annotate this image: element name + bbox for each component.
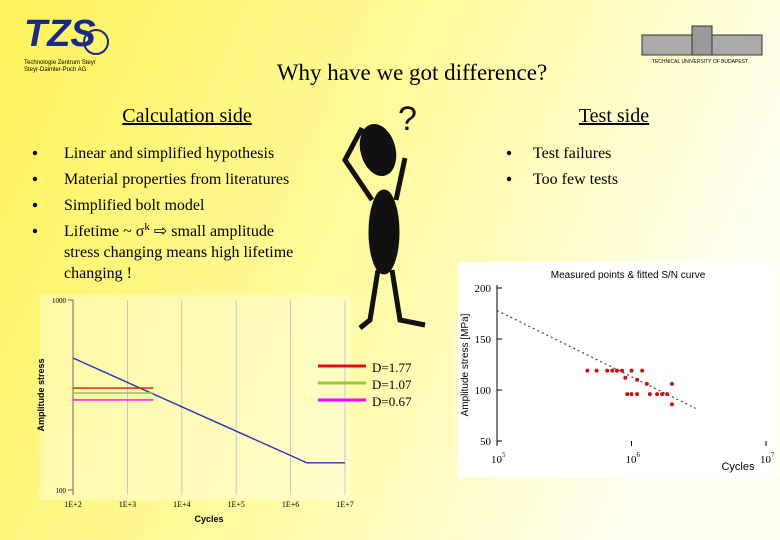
data-point xyxy=(614,368,619,373)
bullet-dot xyxy=(32,228,38,234)
bullet: Simplified bolt model xyxy=(64,197,205,214)
bullet: Lifetime ~ σk ⇨ small amplitude xyxy=(64,221,274,240)
data-point xyxy=(625,392,630,397)
bullet: Linear and simplified hypothesis xyxy=(64,145,274,162)
bullet-dot xyxy=(32,176,38,182)
axis-title: Amplitude stress [MPa] xyxy=(460,313,471,416)
y-tick-label: 1000 xyxy=(52,297,67,305)
data-point xyxy=(635,392,640,397)
x-tick-label: 1E+5 xyxy=(227,500,244,509)
text: Lifetime ~ σ xyxy=(64,223,145,240)
legend-label: D=1.77 xyxy=(372,360,412,375)
bullet: Too few tests xyxy=(533,171,618,188)
logo-wheel xyxy=(83,29,109,55)
left-bullets: Linear and simplified hypothesis Material… xyxy=(32,145,293,282)
data-point xyxy=(623,375,628,380)
left-chart: 1E+2 1E+3 1E+4 1E+5 1E+6 1E+7 100 1000 Cycles Amp… xyxy=(36,295,412,524)
data-point xyxy=(620,368,625,373)
data-point xyxy=(647,392,652,397)
bullet-cont: stress changing means high lifetime xyxy=(64,244,293,261)
bullet: Test failures xyxy=(533,145,611,162)
bullet-dot xyxy=(506,176,512,182)
axis-title: Cycles xyxy=(194,514,223,524)
legend-label: D=0.67 xyxy=(372,394,412,409)
chart-title: Measured points & fitted S/N curve xyxy=(551,270,706,281)
tower xyxy=(691,25,713,56)
x-tick-label: 105 xyxy=(491,451,506,466)
bullet-cont: changing ! xyxy=(64,265,132,282)
x-tick-label: 1E+6 xyxy=(282,500,299,509)
plot-area xyxy=(40,295,350,500)
y-tick-label: 100 xyxy=(475,385,492,397)
legend-label: D=1.07 xyxy=(372,377,412,392)
data-point xyxy=(669,402,674,407)
legs xyxy=(358,269,426,330)
text: 10 xyxy=(760,454,772,466)
data-point xyxy=(605,368,610,373)
x-tick-label: 106 xyxy=(626,451,641,466)
x-tick-label: 107 xyxy=(760,451,775,466)
data-point xyxy=(640,368,645,373)
data-point xyxy=(610,368,615,373)
logo-left: TZS Technologie Zentrum Steyr Steyr-Daim… xyxy=(24,13,109,73)
x-tick-label: 1E+2 xyxy=(64,500,81,509)
data-point xyxy=(635,377,640,382)
bullet: Material properties from literatures xyxy=(64,171,289,188)
superscript: 6 xyxy=(637,451,641,459)
right-chart: Measured points & fitted S/N curve 50 100 1… xyxy=(458,262,776,477)
superscript: k xyxy=(144,221,150,233)
data-point xyxy=(655,392,660,397)
figure: ? xyxy=(342,100,426,330)
superscript: 5 xyxy=(502,451,506,459)
heading: Test side xyxy=(579,105,649,127)
arm xyxy=(342,126,375,202)
bullet-dot xyxy=(32,202,38,208)
fit-line xyxy=(496,309,696,409)
data-point xyxy=(594,368,599,373)
logo-line: Steyr-Daimler-Puch AG xyxy=(24,67,87,73)
right-bullets: Test failures Too few tests xyxy=(506,145,618,188)
data-point xyxy=(585,368,590,373)
data-point xyxy=(669,381,674,386)
y-tick-label: 200 xyxy=(475,283,492,295)
x-tick-label: 1E+4 xyxy=(173,500,190,509)
bullet-dot xyxy=(32,150,38,156)
y-tick-label: 150 xyxy=(475,334,492,346)
text: 10 xyxy=(626,454,638,466)
data-point xyxy=(629,368,634,373)
axis-title: Amplitude stress xyxy=(36,358,46,431)
text: ⇨ small amplitude xyxy=(150,223,274,240)
title: Why have we got difference? xyxy=(277,60,547,85)
y-tick-label: 100 xyxy=(56,487,67,495)
heading: Calculation side xyxy=(122,105,252,127)
logo-mark: TZS xyxy=(24,13,96,55)
question-mark: ? xyxy=(398,100,417,138)
data-point xyxy=(665,392,670,397)
logo-caption: TECHNICAL UNIVERSITY OF BUDAPEST xyxy=(652,59,748,65)
data-point xyxy=(660,392,665,397)
arm xyxy=(393,157,408,201)
axis-title: Cycles xyxy=(721,461,755,473)
superscript: 7 xyxy=(771,451,775,459)
y-tick-label: 50 xyxy=(480,436,492,448)
logo-right: TECHNICAL UNIVERSITY OF BUDAPEST xyxy=(641,25,763,65)
bullet-dot xyxy=(506,150,512,156)
text: 10 xyxy=(491,454,503,466)
data-point xyxy=(644,381,649,386)
x-tick-label: 1E+3 xyxy=(119,500,136,509)
x-tick-label: 1E+7 xyxy=(336,500,353,509)
data-point xyxy=(629,392,634,397)
logo-line: Technologie Zentrum Steyr xyxy=(24,60,96,66)
head xyxy=(359,124,397,176)
body xyxy=(368,189,400,275)
